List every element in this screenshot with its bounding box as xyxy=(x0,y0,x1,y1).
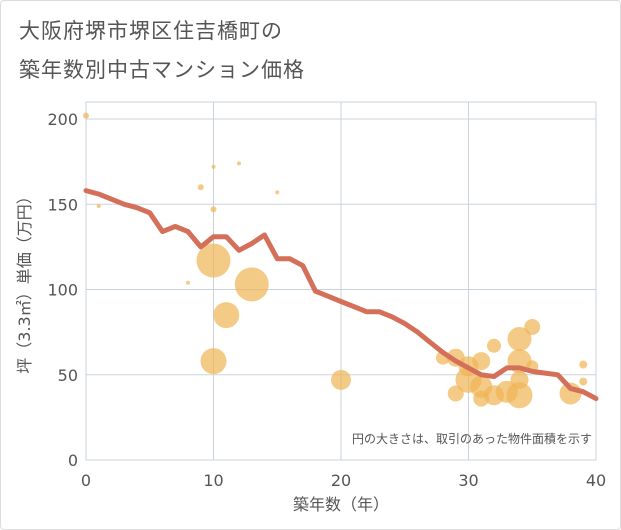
bubble-point xyxy=(210,206,217,213)
bubble-point xyxy=(447,385,464,402)
chart-title-line1: 大阪府堺市堺区住吉橋町の xyxy=(19,19,283,43)
bubble-point xyxy=(96,203,101,208)
x-tick-label: 40 xyxy=(586,471,606,490)
bubble-point xyxy=(524,319,541,336)
bubble-point xyxy=(331,369,351,390)
y-tick-label: 100 xyxy=(47,281,78,300)
bubble-point xyxy=(237,161,241,166)
bubble-point xyxy=(579,360,588,369)
bubble-point xyxy=(196,243,231,278)
bubble-point xyxy=(213,302,240,329)
y-tick-label: 50 xyxy=(58,366,78,385)
tick-labels: 0 10 20 30 40 0 50 100 150 200 xyxy=(47,110,606,490)
y-tick-label: 150 xyxy=(47,195,78,214)
bubble-point xyxy=(472,352,491,371)
chart-title-line2: 築年数別中古マンション価格 xyxy=(19,58,305,82)
bubble-point xyxy=(211,164,216,169)
bubble-point xyxy=(487,338,501,353)
y-axis-label: 坪（3.3㎡）単価（万円） xyxy=(15,188,34,373)
bubble-point xyxy=(83,112,89,119)
bubble-point xyxy=(197,184,204,191)
x-tick-label: 30 xyxy=(458,471,478,490)
bubble-point xyxy=(234,267,269,302)
bubble-point xyxy=(186,280,190,285)
bubble-point xyxy=(579,377,588,386)
x-tick-label: 10 xyxy=(203,471,223,490)
trend-line xyxy=(83,188,599,402)
x-tick-label: 20 xyxy=(331,471,351,490)
x-axis-label: 築年数（年） xyxy=(293,495,389,514)
bubble-point xyxy=(506,382,533,409)
trend-layer xyxy=(83,188,599,402)
bubble-point xyxy=(200,348,227,375)
bubble-point xyxy=(275,190,280,195)
bubble-point xyxy=(507,326,532,351)
x-tick-label: 0 xyxy=(81,471,91,490)
y-tick-label: 200 xyxy=(47,110,78,129)
bubble-layer xyxy=(83,112,588,409)
y-tick-label: 0 xyxy=(68,451,78,470)
size-note: 円の大きさは、取引のあった物件面積を示す xyxy=(352,431,592,446)
